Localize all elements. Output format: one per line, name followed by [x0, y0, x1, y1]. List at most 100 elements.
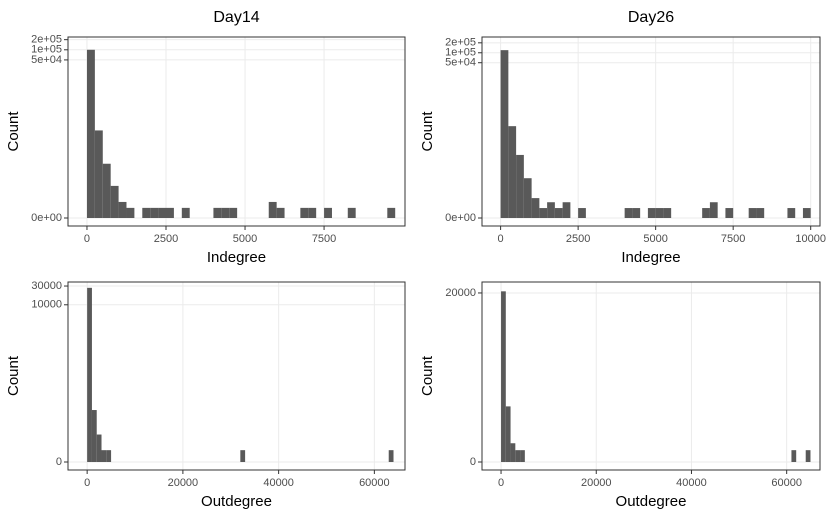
bar: [106, 450, 112, 462]
x-tick-label: 10000: [795, 233, 826, 245]
x-tick-label: 40000: [263, 477, 294, 489]
bar: [787, 208, 796, 218]
bar: [554, 208, 563, 218]
bar: [539, 208, 548, 218]
y-tick-label: 20000: [445, 287, 476, 299]
bar: [510, 443, 516, 462]
x-tick-label: 40000: [676, 477, 707, 489]
bar: [276, 207, 285, 218]
bar: [387, 207, 396, 218]
y-axis-title: Count: [419, 111, 436, 152]
x-tick-label: 0: [498, 233, 504, 245]
y-axis-title: Count: [5, 355, 22, 396]
bar: [547, 202, 555, 218]
bar: [516, 154, 524, 218]
x-tick-label: 0: [84, 233, 90, 245]
panel-background: [482, 37, 820, 226]
bar: [523, 178, 532, 218]
bar: [802, 208, 811, 218]
bar: [725, 208, 734, 218]
bar: [756, 208, 765, 218]
y-tick-label: 1e+05: [31, 44, 62, 56]
bar: [150, 207, 159, 218]
bar: [181, 207, 190, 218]
y-tick-label: 2e+05: [31, 34, 62, 46]
bar: [324, 207, 332, 218]
chart-title: Day14: [213, 9, 259, 26]
panel-background: [68, 282, 405, 470]
x-tick-label: 2500: [154, 233, 178, 245]
x-tick-label: 0: [498, 477, 504, 489]
x-tick-label: 2500: [566, 233, 590, 245]
bar: [805, 450, 811, 462]
bar: [166, 207, 174, 218]
bar: [748, 208, 757, 218]
bar: [520, 450, 525, 462]
y-tick-label: 0e+00: [31, 212, 62, 224]
bar: [505, 406, 511, 462]
x-tick-label: 0: [84, 477, 90, 489]
bar: [101, 450, 107, 462]
bar: [142, 207, 151, 218]
bar: [300, 207, 309, 218]
bar: [118, 201, 127, 218]
x-axis-title: Indegree: [621, 249, 680, 266]
x-axis-title: Outdegree: [616, 493, 687, 510]
bar: [531, 198, 540, 218]
bar: [221, 207, 230, 218]
x-tick-label: 20000: [168, 477, 199, 489]
y-tick-label: 2e+05: [445, 37, 476, 49]
y-tick-label: 10000: [31, 299, 62, 311]
bar: [508, 126, 517, 218]
panel-background: [68, 37, 405, 226]
bar: [213, 207, 222, 218]
bar: [709, 202, 718, 218]
panel-border: [481, 281, 821, 471]
y-tick-label: 30000: [31, 280, 62, 292]
x-tick-label: 7500: [312, 233, 336, 245]
x-axis-title: Indegree: [207, 249, 266, 266]
bar: [86, 49, 95, 219]
y-tick-label: 0: [56, 456, 62, 468]
y-tick-label: 5e+04: [445, 57, 476, 69]
bar: [501, 291, 506, 462]
bar: [578, 208, 586, 218]
chart-title: Day26: [628, 9, 674, 26]
y-tick-label: 0e+00: [445, 212, 476, 224]
x-tick-label: 5000: [643, 233, 667, 245]
bar: [96, 434, 102, 462]
bar: [647, 208, 656, 218]
y-tick-label: 5e+04: [31, 54, 62, 66]
x-tick-label: 60000: [359, 477, 390, 489]
bar: [126, 207, 135, 218]
y-axis-title: Count: [5, 111, 22, 152]
x-tick-label: 20000: [581, 477, 612, 489]
bar: [268, 201, 277, 218]
x-axis-title: Outdegree: [201, 493, 272, 510]
bar: [308, 207, 317, 218]
bar: [347, 207, 356, 218]
bar: [158, 207, 167, 218]
y-tick-label: 0: [470, 456, 476, 468]
bar: [632, 208, 641, 218]
bar: [388, 450, 394, 462]
y-axis-title: Count: [419, 355, 436, 396]
bar: [87, 287, 92, 462]
bar: [791, 450, 797, 462]
bar: [110, 185, 119, 218]
panel-border: [481, 36, 821, 227]
x-tick-label: 5000: [233, 233, 257, 245]
bar: [94, 130, 103, 218]
bar: [500, 50, 509, 219]
bar: [702, 208, 710, 218]
y-tick-label: 1e+05: [445, 47, 476, 59]
bar: [229, 207, 238, 218]
bar: [91, 410, 97, 462]
bar: [240, 450, 246, 462]
panel-border: [67, 281, 406, 471]
bar: [663, 208, 672, 218]
bar: [624, 208, 633, 218]
bar: [655, 208, 664, 218]
panel-background: [482, 282, 820, 470]
